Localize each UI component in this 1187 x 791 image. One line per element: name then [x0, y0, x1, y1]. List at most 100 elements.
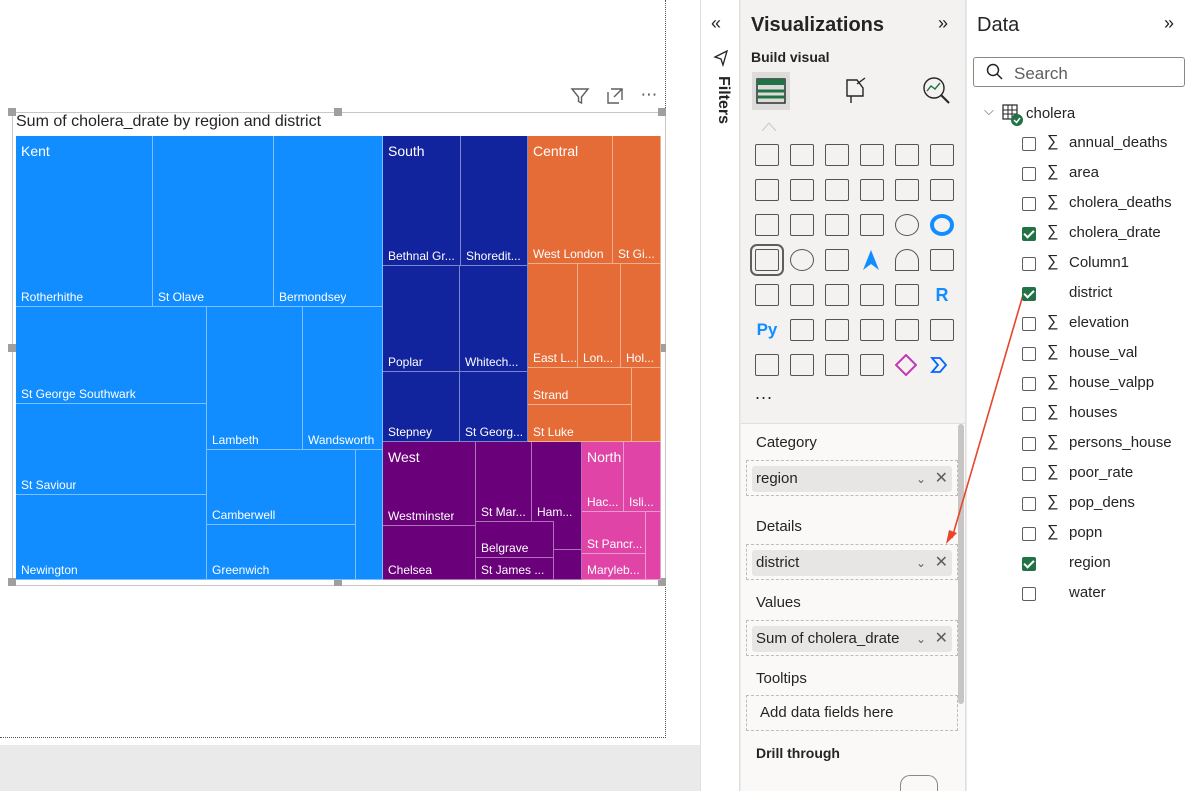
- treemap-tile[interactable]: Belgrave: [476, 522, 554, 558]
- remove-field-icon[interactable]: ✕: [934, 554, 948, 571]
- treemap-tile[interactable]: Stepney: [383, 372, 460, 442]
- stacked-column-chart-icon[interactable]: [785, 137, 819, 172]
- treemap-tile[interactable]: [632, 368, 661, 442]
- field-checkbox[interactable]: [1022, 407, 1036, 421]
- arcgis-icon[interactable]: [855, 347, 889, 382]
- resize-handle[interactable]: [658, 344, 666, 352]
- power-apps-icon[interactable]: [785, 347, 819, 382]
- card-icon[interactable]: [925, 242, 959, 277]
- treemap-tile[interactable]: St Pancr...: [582, 512, 646, 554]
- qa-icon[interactable]: [855, 312, 889, 347]
- chevron-down-icon[interactable]: ⌄: [915, 556, 926, 570]
- field-checkbox[interactable]: [1022, 437, 1036, 451]
- field-checkbox[interactable]: [1022, 287, 1036, 301]
- field-row-district[interactable]: district: [1022, 283, 1182, 307]
- treemap-tile[interactable]: St James ...: [476, 558, 554, 580]
- search-input[interactable]: [973, 57, 1185, 87]
- treemap-tile[interactable]: St Olave: [153, 136, 274, 307]
- resize-handle[interactable]: [658, 108, 666, 116]
- treemap-tile[interactable]: [554, 550, 582, 580]
- field-checkbox[interactable]: [1022, 467, 1036, 481]
- waterfall-chart-icon[interactable]: [785, 207, 819, 242]
- slicer-icon[interactable]: [820, 277, 854, 312]
- python-visual-icon[interactable]: Py: [756, 319, 778, 339]
- field-row-popn[interactable]: ∑ popn: [1022, 523, 1182, 547]
- field-row-water[interactable]: water: [1022, 583, 1182, 607]
- line-stacked-column-icon[interactable]: [890, 172, 924, 207]
- remove-field-icon[interactable]: ✕: [934, 630, 948, 647]
- category-well[interactable]: region ⌄ ✕: [746, 460, 958, 496]
- treemap-tile[interactable]: Hol...: [621, 264, 661, 368]
- field-row-region[interactable]: region: [1022, 553, 1182, 577]
- key-influencers-icon[interactable]: [785, 312, 819, 347]
- chevron-down-icon[interactable]: ⌄: [915, 472, 926, 486]
- treemap-tile[interactable]: St Mar...: [476, 442, 532, 522]
- narrative-icon[interactable]: [890, 312, 924, 347]
- values-field-pill[interactable]: Sum of cholera_drate ⌄ ✕: [752, 626, 952, 652]
- field-row-poor-rate[interactable]: ∑ poor_rate: [1022, 463, 1182, 487]
- focus-mode-icon[interactable]: [604, 86, 626, 108]
- stacked-bar-100-icon[interactable]: [890, 137, 924, 172]
- resize-handle[interactable]: [658, 578, 666, 586]
- treemap-tile[interactable]: Bermondsey: [274, 136, 383, 307]
- treemap-tile[interactable]: [646, 512, 661, 580]
- stacked-bar-chart-icon[interactable]: [750, 137, 784, 172]
- field-row-house-val[interactable]: ∑ house_val: [1022, 343, 1182, 367]
- treemap-tile[interactable]: Chelsea: [383, 526, 476, 580]
- collapse-data-icon[interactable]: »: [1164, 13, 1175, 33]
- field-row-column1[interactable]: ∑ Column1: [1022, 253, 1182, 277]
- treemap-tile[interactable]: Wandsworth: [303, 307, 383, 450]
- treemap-tile[interactable]: Maryleb...: [582, 554, 646, 580]
- field-checkbox[interactable]: [1022, 137, 1036, 151]
- field-row-pop-dens[interactable]: ∑ pop_dens: [1022, 493, 1182, 517]
- resize-handle[interactable]: [334, 578, 342, 586]
- analytics-tab[interactable]: [917, 72, 955, 110]
- goals-icon[interactable]: [925, 312, 959, 347]
- expand-filters-icon[interactable]: «: [711, 13, 722, 33]
- funnel-chart-icon[interactable]: [820, 207, 854, 242]
- more-visuals-icon[interactable]: ...: [755, 383, 774, 403]
- category-field-pill[interactable]: region ⌄ ✕: [752, 466, 952, 492]
- chevron-down-icon[interactable]: ⌵: [984, 103, 994, 118]
- collapse-visualizations-icon[interactable]: »: [938, 13, 949, 33]
- scrollbar[interactable]: [958, 424, 964, 704]
- gauge-icon[interactable]: [890, 242, 924, 277]
- field-checkbox[interactable]: [1022, 227, 1036, 241]
- field-row-cholera-deaths[interactable]: ∑ cholera_deaths: [1022, 193, 1182, 217]
- resize-handle[interactable]: [8, 578, 16, 586]
- details-well[interactable]: district ⌄ ✕: [746, 544, 958, 580]
- treemap-tile[interactable]: Whitech...: [460, 266, 528, 372]
- field-checkbox[interactable]: [1022, 497, 1036, 511]
- map-icon[interactable]: [785, 242, 819, 277]
- remove-field-icon[interactable]: ✕: [934, 470, 948, 487]
- paginated-report-icon[interactable]: [750, 347, 784, 382]
- more-options-icon[interactable]: ⋯: [640, 85, 658, 104]
- donut-chart-icon[interactable]: [925, 207, 959, 242]
- line-chart-icon[interactable]: [750, 172, 784, 207]
- power-automate-flow-icon[interactable]: [925, 347, 959, 382]
- treemap-icon[interactable]: [750, 242, 784, 277]
- ribbon-chart-icon[interactable]: [750, 207, 784, 242]
- field-row-area[interactable]: ∑ area: [1022, 163, 1182, 187]
- field-checkbox[interactable]: [1022, 527, 1036, 541]
- treemap-tile[interactable]: Poplar: [383, 266, 460, 372]
- treemap-tile[interactable]: Isli...: [624, 442, 661, 512]
- clustered-column-chart-icon[interactable]: [855, 137, 889, 172]
- decomposition-tree-icon[interactable]: [820, 312, 854, 347]
- field-row-persons-house[interactable]: ∑ persons_house: [1022, 433, 1182, 457]
- field-checkbox[interactable]: [1022, 557, 1036, 571]
- field-checkbox[interactable]: [1022, 197, 1036, 211]
- treemap-plot[interactable]: Rotherhithe St Olave Bermondsey St Georg…: [16, 136, 661, 580]
- drill-through-toggle[interactable]: [900, 775, 938, 791]
- stacked-area-chart-icon[interactable]: [820, 172, 854, 207]
- treemap-tile[interactable]: East L...: [528, 264, 578, 368]
- treemap-tile[interactable]: Strand: [528, 368, 632, 405]
- field-checkbox[interactable]: [1022, 347, 1036, 361]
- scatter-chart-icon[interactable]: [855, 207, 889, 242]
- stacked-column-100-icon[interactable]: [925, 137, 959, 172]
- resize-handle[interactable]: [8, 344, 16, 352]
- values-well[interactable]: Sum of cholera_drate ⌄ ✕: [746, 620, 958, 656]
- treemap-tile[interactable]: Shoredit...: [461, 136, 528, 266]
- table-icon[interactable]: [855, 277, 889, 312]
- treemap-tile[interactable]: Rotherhithe: [16, 136, 153, 307]
